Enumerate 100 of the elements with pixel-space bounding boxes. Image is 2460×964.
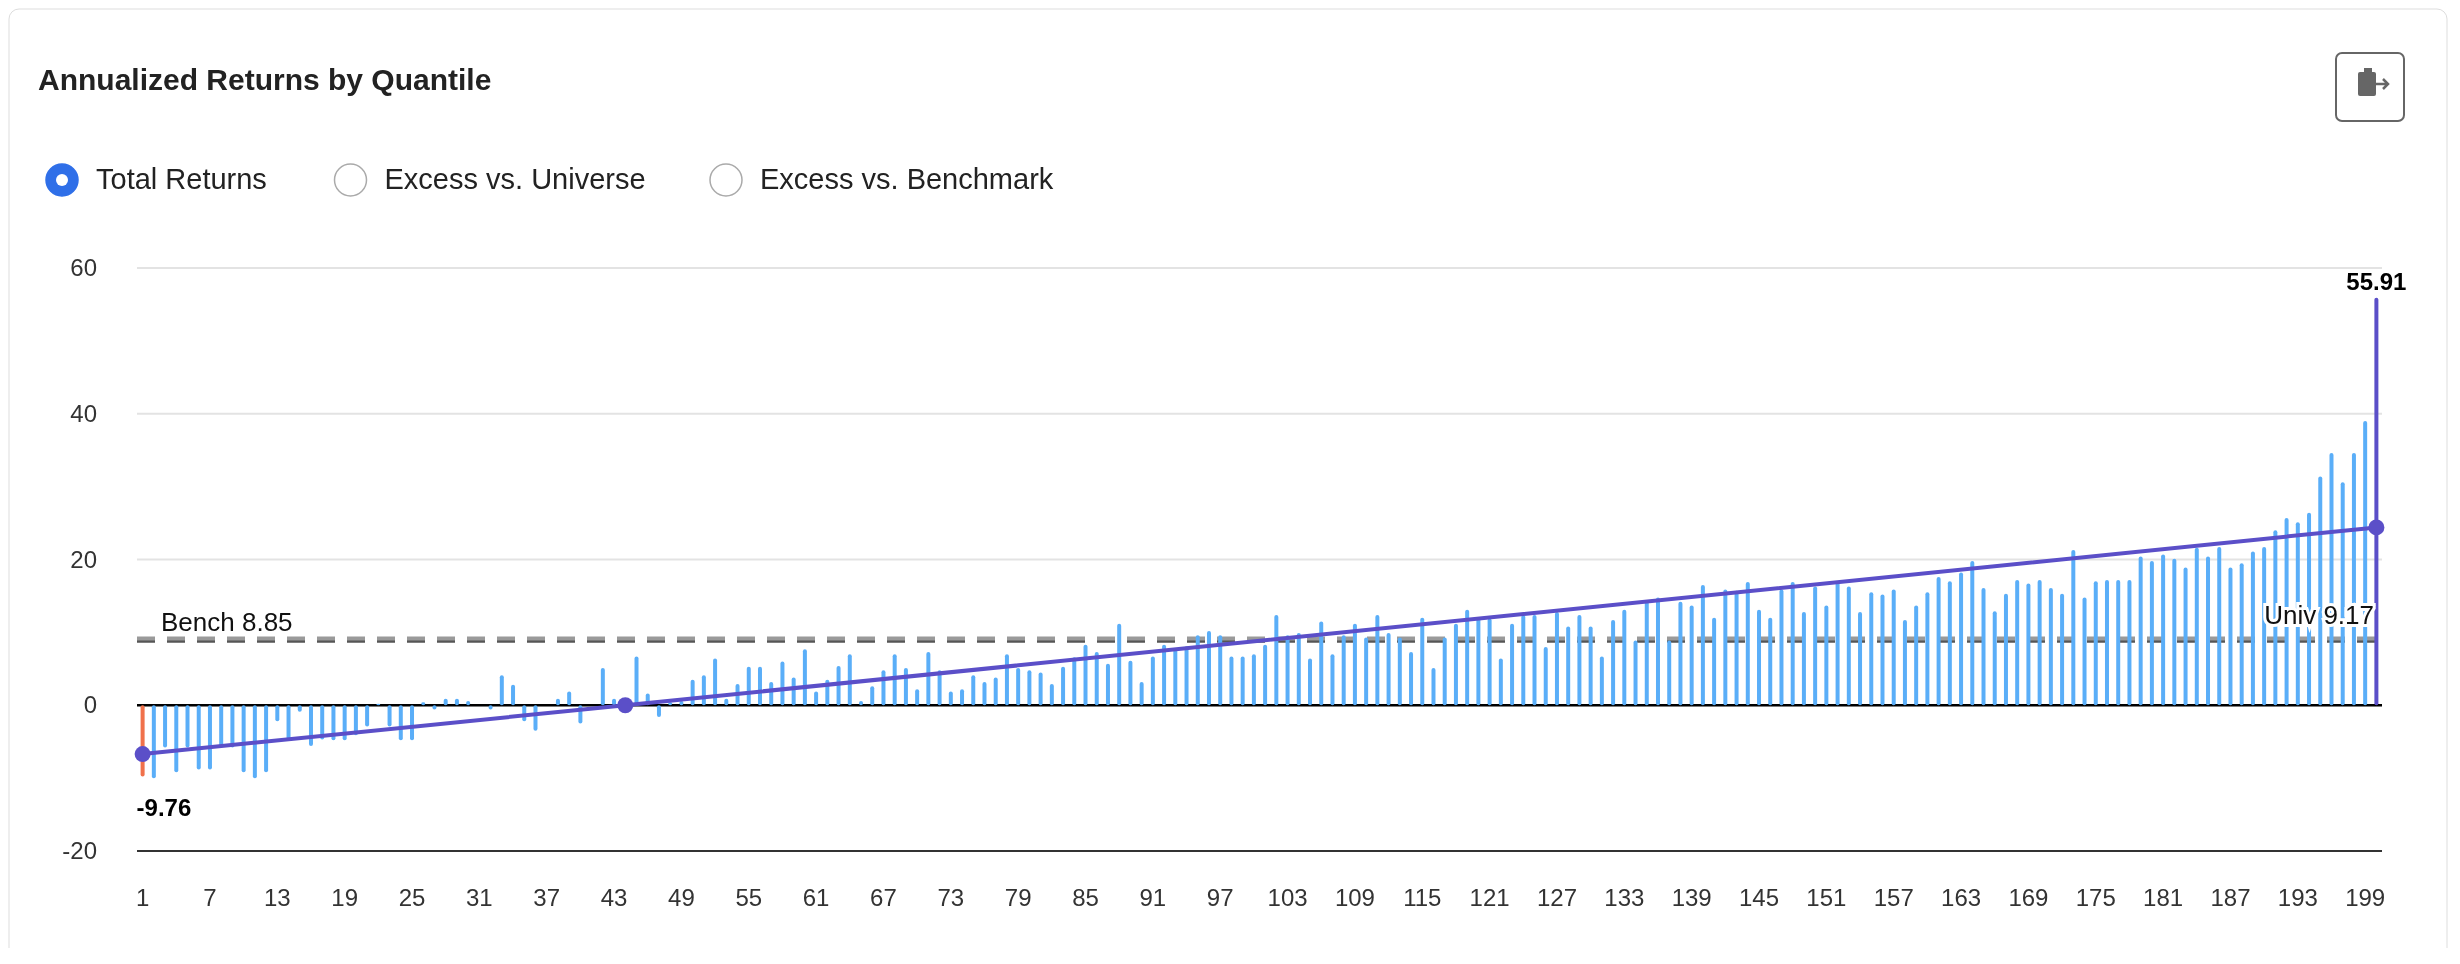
bar <box>2127 579 2132 706</box>
x-tick-label: 151 <box>1806 884 1847 911</box>
data-label: 55.91 <box>2346 267 2407 295</box>
bar <box>847 654 852 706</box>
bar <box>1566 626 1571 706</box>
data-label: -9.76 <box>136 794 192 822</box>
bar <box>1790 582 1795 706</box>
bar <box>1083 644 1088 706</box>
bar <box>1352 623 1357 706</box>
x-tick-label: 187 <box>2210 884 2251 911</box>
x-tick-label: 37 <box>533 884 561 911</box>
bar <box>1251 654 1256 706</box>
bar <box>1128 660 1133 706</box>
bar <box>1723 589 1728 706</box>
bar <box>1644 600 1649 706</box>
bar <box>1397 637 1402 706</box>
point <box>617 697 634 714</box>
bar <box>151 705 156 779</box>
bar <box>1712 617 1717 706</box>
bar <box>185 705 190 748</box>
bar <box>286 705 291 740</box>
bar <box>1914 605 1919 706</box>
bar <box>1206 630 1211 706</box>
bar <box>926 652 931 706</box>
bar <box>600 668 605 706</box>
bar <box>2026 583 2031 706</box>
bar <box>2015 579 2020 706</box>
bar <box>1835 582 1840 706</box>
x-tick-label: 85 <box>1072 884 1099 911</box>
bar <box>1902 619 1907 706</box>
bar <box>1409 652 1414 706</box>
bar <box>1386 633 1391 706</box>
bar <box>1364 637 1369 706</box>
text: Excess vs. Benchmark <box>760 163 1054 195</box>
bar <box>2138 556 2143 706</box>
bar <box>1880 594 1885 706</box>
bar <box>1105 663 1110 706</box>
bar <box>1453 623 1458 706</box>
bar <box>960 689 965 706</box>
bar <box>1801 611 1806 706</box>
bar <box>971 675 976 706</box>
x-tick-label: 43 <box>600 884 628 911</box>
bar <box>2194 547 2199 706</box>
bar <box>1588 626 1593 706</box>
bar <box>2228 567 2233 706</box>
point <box>134 746 151 763</box>
bar <box>1891 589 1896 706</box>
bar <box>2093 581 2098 706</box>
x-tick-label: 133 <box>1604 884 1645 911</box>
y-tick-label: 0 <box>83 691 97 719</box>
bar <box>1936 576 1941 706</box>
y-tick-label: 40 <box>70 399 97 427</box>
x-tick-label: 79 <box>1004 884 1032 911</box>
bar <box>1375 614 1380 706</box>
bar <box>207 705 212 770</box>
bar <box>1959 572 1964 706</box>
bar <box>387 705 392 727</box>
bar <box>2239 563 2244 706</box>
text: Total Returns <box>96 163 267 195</box>
bar <box>174 705 179 773</box>
bar <box>1521 614 1526 706</box>
bar <box>870 686 875 706</box>
x-tick-label: 1 <box>135 884 150 911</box>
text: Excess vs. Universe <box>384 163 646 195</box>
bar <box>1498 658 1503 706</box>
bar <box>1689 605 1694 706</box>
bar <box>1431 668 1436 706</box>
bar <box>1622 609 1627 706</box>
bar <box>1476 618 1481 706</box>
bar <box>1487 618 1492 706</box>
bar <box>993 677 998 706</box>
bar <box>1285 635 1290 706</box>
bar <box>814 691 819 706</box>
y-tick-label: 20 <box>70 545 97 573</box>
bar <box>2161 554 2166 706</box>
bar <box>196 705 201 770</box>
bar <box>1667 640 1672 706</box>
bar <box>1510 623 1515 706</box>
bar <box>1768 617 1773 706</box>
bar <box>1599 656 1604 706</box>
bar <box>1655 597 1660 706</box>
bar <box>1229 656 1234 706</box>
bar <box>241 705 246 773</box>
x-tick-label: 13 <box>263 884 291 911</box>
bar <box>1094 652 1099 706</box>
x-tick-label: 73 <box>937 884 965 911</box>
bar <box>1330 654 1335 706</box>
x-tick-label: 169 <box>2008 884 2049 911</box>
bar <box>2048 587 2053 706</box>
bar <box>252 705 257 779</box>
bar <box>1218 635 1223 706</box>
bar <box>713 658 718 706</box>
bar <box>2071 550 2076 706</box>
x-tick-label: 181 <box>2143 884 2184 911</box>
bar <box>1420 617 1425 706</box>
bar <box>555 698 560 706</box>
bar <box>892 654 897 706</box>
x-tick-label: 157 <box>1873 884 1914 911</box>
point <box>2368 519 2385 536</box>
x-tick-label: 139 <box>1671 884 1712 911</box>
